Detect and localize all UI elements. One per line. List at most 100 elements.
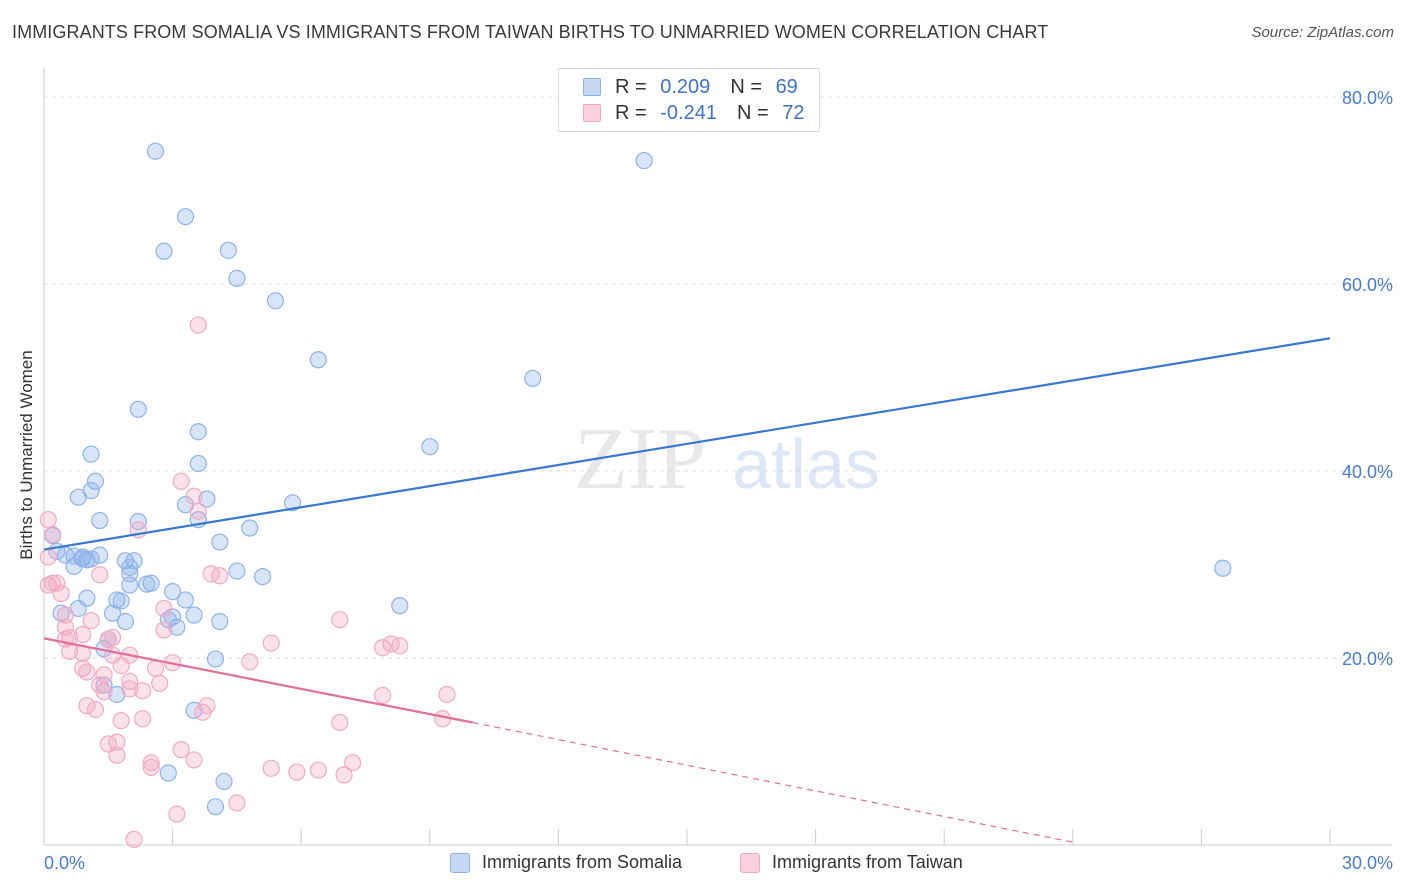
point-somalia <box>215 772 233 791</box>
legend-n-value: 72 <box>782 101 805 124</box>
x-tick-label: 30.0% <box>1342 853 1393 873</box>
point-somalia <box>91 546 109 564</box>
point-somalia <box>155 242 173 260</box>
point-somalia <box>121 576 139 594</box>
point-taiwan <box>151 674 169 692</box>
point-somalia <box>421 438 439 456</box>
watermark-atlas: atlas <box>732 425 880 503</box>
trend-lines <box>43 337 1331 843</box>
y-axis-label: Births to Unmarried Women <box>17 350 36 559</box>
point-somalia <box>112 592 130 610</box>
point-taiwan <box>133 682 152 700</box>
point-taiwan <box>228 794 246 812</box>
point-somalia <box>82 445 100 463</box>
point-somalia <box>69 488 87 506</box>
point-somalia <box>86 472 105 490</box>
point-taiwan <box>391 637 409 655</box>
point-taiwan <box>56 606 75 624</box>
legend-n-label: N = <box>736 101 769 124</box>
point-taiwan <box>438 685 456 704</box>
point-taiwan <box>112 712 130 730</box>
point-taiwan <box>262 634 280 652</box>
point-somalia <box>189 423 207 441</box>
legend-swatch-taiwan <box>583 104 601 122</box>
point-taiwan <box>39 511 57 529</box>
point-taiwan <box>189 502 207 520</box>
point-somalia <box>176 591 195 609</box>
point-taiwan <box>91 566 109 584</box>
point-somalia <box>391 597 409 615</box>
point-taiwan <box>78 663 96 681</box>
point-somalia <box>116 612 135 631</box>
point-taiwan <box>168 805 186 823</box>
point-taiwan <box>172 472 190 490</box>
point-somalia <box>206 650 225 668</box>
point-somalia <box>189 454 207 473</box>
point-somalia <box>103 604 122 622</box>
point-taiwan <box>125 830 143 848</box>
point-somalia <box>211 612 229 631</box>
legend-r-label: R = <box>615 75 647 98</box>
point-taiwan <box>241 653 259 671</box>
legend-r-value: -0.241 <box>660 101 717 124</box>
point-somalia <box>116 552 135 570</box>
bottom-swatch-somalia <box>450 852 470 873</box>
point-somalia <box>241 519 259 537</box>
point-taiwan <box>189 316 207 334</box>
point-taiwan <box>344 754 362 772</box>
point-somalia <box>228 562 246 580</box>
point-somalia <box>146 142 165 160</box>
legend-r-label: R = <box>615 101 647 124</box>
trend-line-somalia <box>43 337 1331 551</box>
point-taiwan <box>121 680 139 698</box>
point-somalia <box>206 798 225 816</box>
point-somalia <box>309 351 327 369</box>
point-somalia <box>198 490 216 508</box>
y-tick-label: 40.0% <box>1342 462 1393 482</box>
point-somalia <box>159 611 177 629</box>
point-taiwan <box>185 487 203 505</box>
chart-title: IMMIGRANTS FROM SOMALIA VS IMMIGRANTS FR… <box>12 22 1049 42</box>
bottom-legend-taiwan: Immigrants from Taiwan <box>740 852 963 873</box>
y-tick-label: 60.0% <box>1342 275 1393 295</box>
point-taiwan <box>194 703 212 721</box>
grid-lines <box>44 96 1392 659</box>
point-somalia <box>254 568 272 586</box>
legend-n-value: 69 <box>775 75 798 98</box>
legend-row-somalia: R = 0.209 N = 69 <box>583 75 798 99</box>
point-taiwan <box>331 611 349 629</box>
point-somalia <box>524 369 542 388</box>
point-taiwan <box>43 525 62 544</box>
point-taiwan <box>133 710 152 728</box>
point-taiwan <box>374 639 392 657</box>
legend-n-label: N = <box>730 75 762 98</box>
bottom-legend-label: Immigrants from Taiwan <box>772 852 963 872</box>
trend-line-taiwan <box>43 637 473 724</box>
data-points <box>39 142 1232 848</box>
point-taiwan <box>155 599 173 618</box>
point-taiwan <box>262 759 280 777</box>
bottom-legend-label: Immigrants from Somalia <box>482 852 683 872</box>
point-taiwan <box>108 733 126 751</box>
legend-swatch-somalia <box>583 78 601 96</box>
point-taiwan <box>56 618 75 636</box>
trend-line-taiwan-extrapolated <box>472 721 1073 843</box>
point-taiwan <box>103 628 122 647</box>
point-taiwan <box>56 630 75 648</box>
legend-row-taiwan: R = -0.241 N = 72 <box>583 101 804 125</box>
point-taiwan <box>172 741 190 759</box>
point-taiwan <box>82 611 100 630</box>
point-somalia <box>211 533 229 551</box>
source-label: Source: ZipAtlas.com <box>1251 24 1394 41</box>
point-taiwan <box>73 626 92 644</box>
point-taiwan <box>309 761 327 779</box>
point-taiwan <box>335 766 353 784</box>
point-taiwan <box>142 758 160 776</box>
point-somalia <box>219 241 237 259</box>
bottom-legend-somalia: Immigrants from Somalia <box>450 852 682 873</box>
point-taiwan <box>374 686 392 705</box>
point-somalia <box>185 606 203 624</box>
legend-r-value: 0.209 <box>660 75 711 98</box>
tick-labels: 20.0% 40.0% 60.0% 80.0% 0.0% 30.0% <box>44 88 1393 873</box>
